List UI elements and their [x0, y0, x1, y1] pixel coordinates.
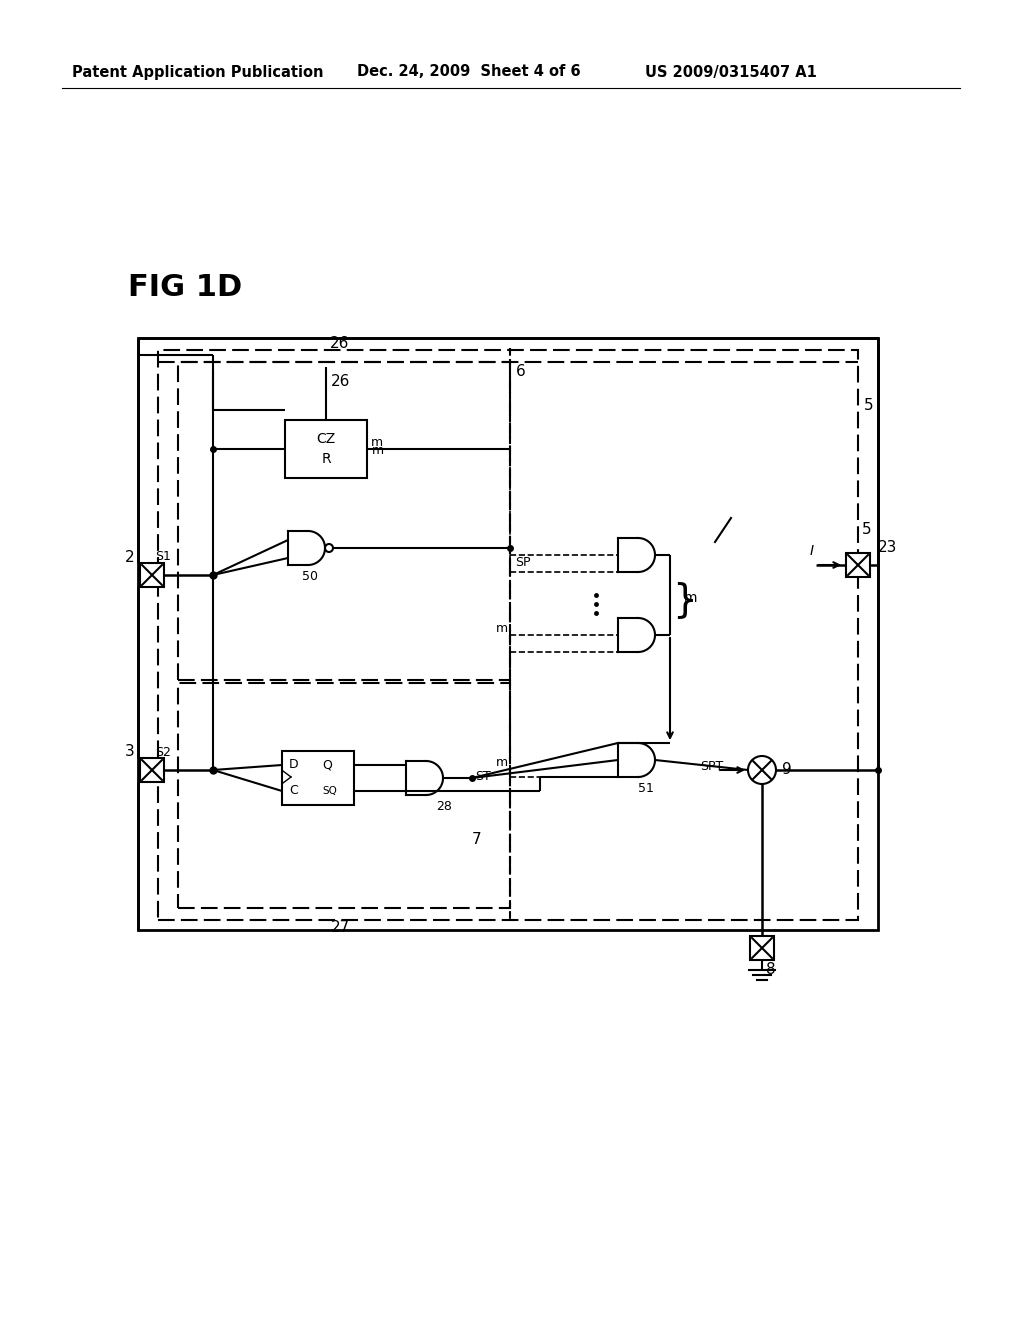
Bar: [178, 362, 510, 680]
Text: 23: 23: [878, 540, 897, 554]
Bar: [140, 758, 164, 781]
Text: 2: 2: [125, 549, 135, 565]
Text: US 2009/0315407 A1: US 2009/0315407 A1: [645, 65, 817, 79]
Text: C: C: [289, 784, 298, 797]
Text: 26: 26: [331, 337, 349, 351]
Text: 3: 3: [125, 744, 135, 759]
Bar: [285, 420, 367, 478]
Text: 27: 27: [331, 920, 349, 936]
Text: Dec. 24, 2009  Sheet 4 of 6: Dec. 24, 2009 Sheet 4 of 6: [357, 65, 581, 79]
Bar: [178, 682, 510, 908]
Bar: [140, 564, 164, 587]
Text: CZ: CZ: [316, 432, 336, 446]
Text: 28: 28: [436, 800, 452, 813]
Text: Patent Application Publication: Patent Application Publication: [72, 65, 324, 79]
Text: S1: S1: [155, 550, 171, 564]
Text: FIG 1D: FIG 1D: [128, 273, 243, 302]
Text: D: D: [289, 759, 299, 771]
Text: }: }: [672, 581, 696, 619]
Text: SPT: SPT: [700, 759, 723, 772]
Text: 50: 50: [302, 569, 318, 582]
Text: 5: 5: [862, 523, 871, 537]
Text: 5: 5: [864, 397, 873, 412]
Text: ST: ST: [475, 770, 490, 783]
Bar: [138, 338, 878, 931]
Text: Q: Q: [322, 759, 332, 771]
Bar: [846, 553, 870, 577]
Text: SP: SP: [515, 556, 530, 569]
Text: 26: 26: [331, 375, 350, 389]
Bar: [282, 751, 354, 805]
Text: m: m: [496, 755, 508, 768]
Bar: [750, 936, 774, 960]
Text: m: m: [684, 591, 697, 605]
Text: 7: 7: [472, 833, 481, 847]
Text: 9: 9: [782, 763, 792, 777]
Text: m: m: [496, 622, 508, 635]
Text: 6: 6: [516, 364, 525, 380]
Text: I: I: [810, 544, 814, 558]
Text: S2: S2: [155, 746, 171, 759]
Text: SQ: SQ: [322, 785, 337, 796]
Text: R: R: [322, 451, 331, 466]
Text: m: m: [371, 437, 383, 450]
Bar: [158, 350, 858, 920]
Text: 51: 51: [638, 781, 654, 795]
Text: m: m: [372, 444, 384, 457]
Text: 8: 8: [766, 962, 775, 978]
